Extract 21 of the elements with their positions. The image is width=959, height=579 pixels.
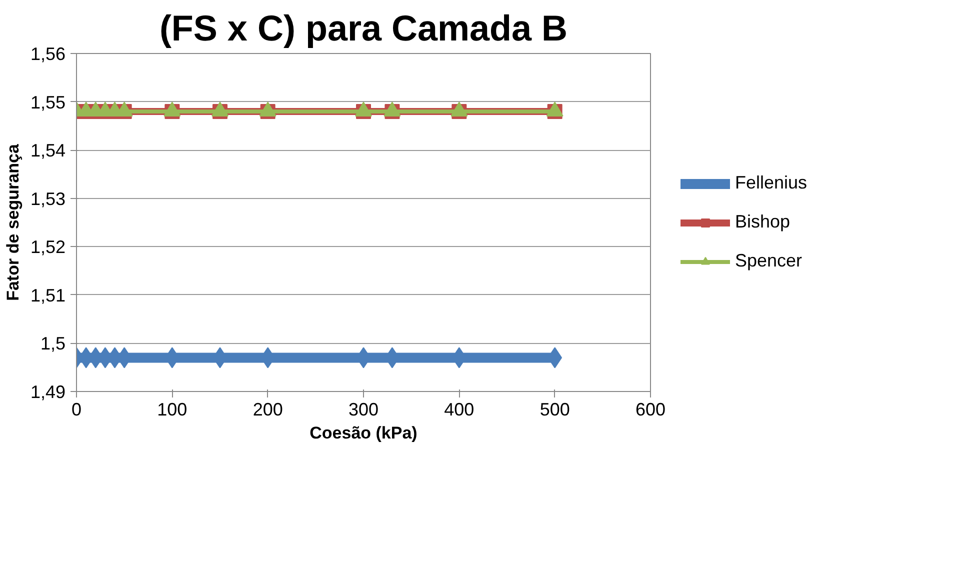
legend-label: Bishop bbox=[735, 212, 790, 232]
x-tick-label: 300 bbox=[348, 400, 379, 420]
y-tick-label: 1,54 bbox=[30, 140, 66, 161]
x-tick-label: 400 bbox=[444, 400, 474, 420]
y-tick-label: 1,55 bbox=[30, 92, 66, 112]
x-tick-label: 500 bbox=[540, 400, 570, 420]
y-axis-title: Fator de segurança bbox=[3, 144, 22, 301]
x-tick-label: 0 bbox=[71, 400, 82, 420]
y-tick-label: 1,5 bbox=[40, 334, 66, 354]
x-tick-label: 200 bbox=[252, 400, 283, 420]
y-tick-label: 1,56 bbox=[30, 44, 66, 64]
legend-label: Fellenius bbox=[735, 172, 808, 194]
x-axis-title: Coesão (kPa) bbox=[310, 424, 418, 442]
legend-label: Spencer bbox=[735, 250, 802, 272]
x-tick-label: 600 bbox=[635, 400, 666, 420]
x-tick-label: 100 bbox=[157, 400, 188, 420]
y-tick-label: 1,53 bbox=[30, 188, 66, 209]
y-tick-label: 1,49 bbox=[30, 382, 66, 402]
chart-title: (FS x C) para Camada B bbox=[159, 8, 568, 48]
y-tick-label: 1,51 bbox=[30, 285, 66, 306]
y-tick-label: 1,52 bbox=[30, 237, 66, 258]
